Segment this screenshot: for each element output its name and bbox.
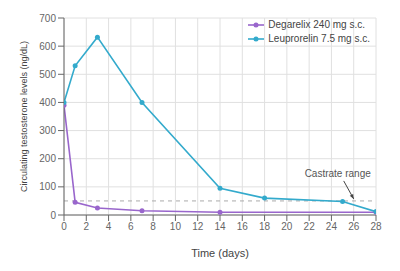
- svg-text:12: 12: [192, 221, 204, 232]
- svg-text:0: 0: [50, 210, 56, 221]
- svg-text:4: 4: [106, 221, 112, 232]
- svg-text:700: 700: [39, 13, 56, 24]
- svg-text:Circulating testosterone level: Circulating testosterone levels (ng/dL): [19, 41, 29, 192]
- svg-text:24: 24: [326, 221, 338, 232]
- svg-text:300: 300: [39, 125, 56, 136]
- svg-text:8: 8: [150, 221, 156, 232]
- svg-text:20: 20: [281, 221, 293, 232]
- svg-text:600: 600: [39, 41, 56, 52]
- svg-text:0: 0: [61, 221, 67, 232]
- svg-text:10: 10: [170, 221, 182, 232]
- svg-text:Time (days): Time (days): [191, 247, 249, 259]
- svg-text:16: 16: [237, 221, 249, 232]
- svg-text:2: 2: [84, 221, 90, 232]
- svg-text:28: 28: [370, 221, 382, 232]
- html-text:Leuprorelin 7.5 mg s.c.: Leuprorelin 7.5 mg s.c.: [268, 33, 370, 44]
- svg-text:400: 400: [39, 97, 56, 108]
- svg-text:26: 26: [348, 221, 360, 232]
- html-text:Degarelix 240 mg s.c.: Degarelix 240 mg s.c.: [268, 19, 365, 30]
- svg-text:6: 6: [128, 221, 134, 232]
- svg-text:200: 200: [39, 153, 56, 164]
- svg-text:500: 500: [39, 69, 56, 80]
- svg-text:100: 100: [39, 181, 56, 192]
- svg-text:18: 18: [259, 221, 271, 232]
- svg-text:22: 22: [304, 221, 316, 232]
- svg-text:14: 14: [214, 221, 226, 232]
- svg-text:Castrate range: Castrate range: [305, 168, 372, 179]
